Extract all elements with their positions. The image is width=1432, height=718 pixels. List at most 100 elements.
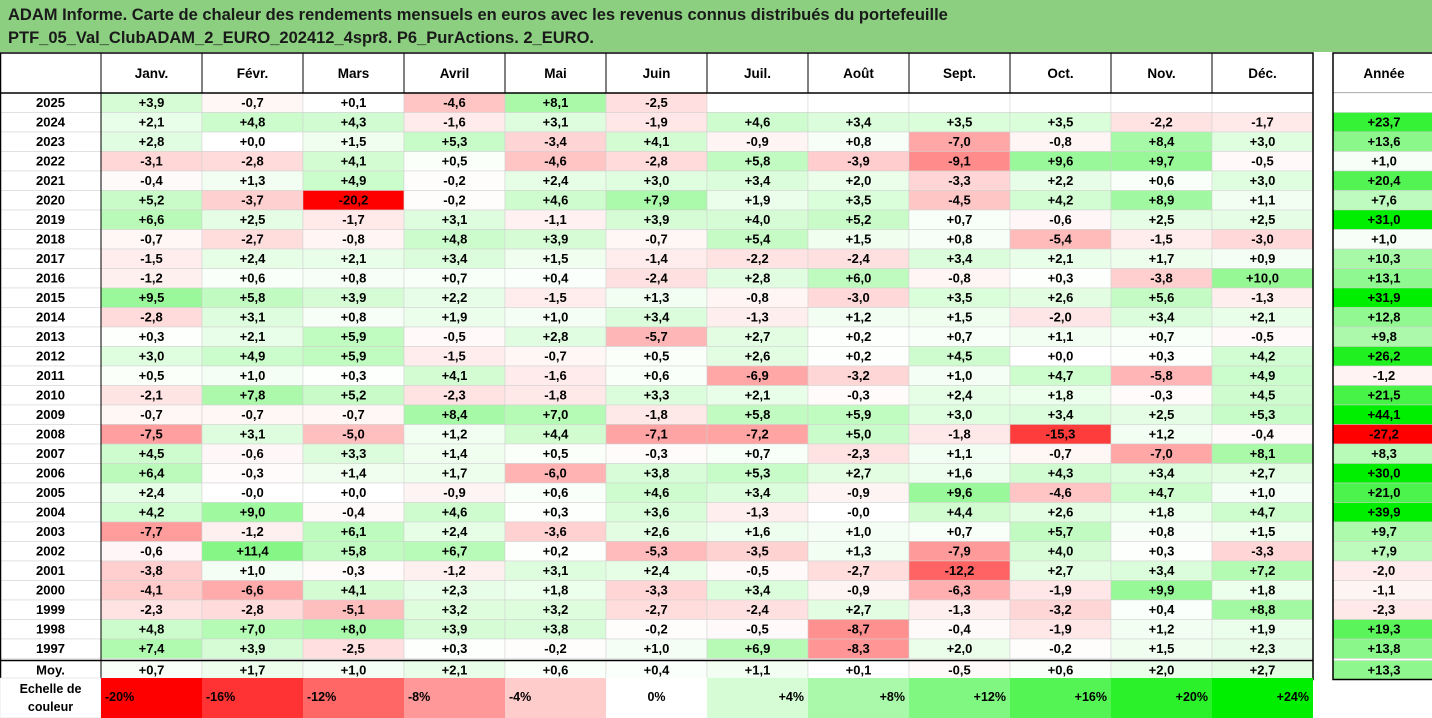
heatmap-cell-value: +0,7 bbox=[442, 271, 468, 286]
column-header-label: Oct. bbox=[1047, 66, 1073, 81]
color-scale-swatch bbox=[404, 678, 505, 718]
heatmap-cell-value: -0,7 bbox=[342, 407, 364, 422]
annual-header-label: Année bbox=[1363, 66, 1405, 81]
heatmap-cell-value: -3,3 bbox=[1251, 544, 1273, 559]
row-year-label: 1998 bbox=[36, 622, 65, 637]
heatmap-cell-value: -2,4 bbox=[847, 251, 870, 266]
heatmap-cell-value: +2,8 bbox=[745, 271, 771, 286]
heatmap-cell-value: +4,6 bbox=[543, 193, 569, 208]
annual-column-border bbox=[1332, 52, 1432, 681]
color-scale-stop-label: +12% bbox=[974, 690, 1006, 704]
heatmap-cell-value: -0,8 bbox=[342, 232, 364, 247]
heatmap-cell-value: -7,2 bbox=[746, 427, 768, 442]
heatmap-cell-value: +1,0 bbox=[1250, 485, 1276, 500]
annual-cell-value: -2,3 bbox=[1373, 602, 1395, 617]
heatmap-cell-value: +0,3 bbox=[139, 329, 165, 344]
average-cell-value: +1,7 bbox=[240, 663, 266, 678]
heatmap-cell-value: +3,4 bbox=[947, 251, 973, 266]
column-header-cell bbox=[201, 52, 304, 94]
heatmap-cell-value: -0,7 bbox=[140, 407, 162, 422]
heatmap-cell-value: -1,9 bbox=[1049, 583, 1071, 598]
heatmap-cell bbox=[1211, 92, 1314, 113]
heatmap-cell-value: +2,2 bbox=[1048, 173, 1074, 188]
heatmap-cell-value: +2,4 bbox=[644, 563, 670, 578]
heatmap-cell-value: -5,0 bbox=[342, 427, 364, 442]
heatmap-cell-value: -1,3 bbox=[1251, 290, 1273, 305]
heatmap-cell-value: +1,0 bbox=[644, 641, 670, 656]
heatmap-cell-value: -0,3 bbox=[342, 563, 364, 578]
heatmap-cell-value: +2,6 bbox=[644, 524, 670, 539]
color-scale-swatch bbox=[909, 678, 1010, 718]
heatmap-cell-value: +5,6 bbox=[1149, 290, 1175, 305]
heatmap-cell-value: +2,3 bbox=[442, 583, 468, 598]
column-header-label: Sept. bbox=[943, 66, 976, 81]
heatmap-cell-value: -1,2 bbox=[241, 524, 263, 539]
heatmap-cell-value: +3,1 bbox=[240, 427, 266, 442]
column-header-cell bbox=[504, 52, 607, 94]
heatmap-cell-value: +5,9 bbox=[846, 407, 872, 422]
heatmap-cell-value: +1,6 bbox=[745, 524, 771, 539]
heatmap-cell-value: +2,1 bbox=[240, 329, 266, 344]
heatmap-cell-value: +9,0 bbox=[240, 505, 266, 520]
heatmap-cell-value: +1,5 bbox=[1149, 641, 1175, 656]
heatmap-cell-value: +0,4 bbox=[543, 271, 569, 286]
heatmap-cell-value: +1,9 bbox=[1250, 622, 1276, 637]
heatmap-cell-value: -0,2 bbox=[544, 641, 566, 656]
heatmap-cell-value: +0,2 bbox=[543, 544, 569, 559]
heatmap-cell-value: -0,3 bbox=[241, 466, 263, 481]
heatmap-cell-value: +2,6 bbox=[1048, 290, 1074, 305]
heatmap-cell-value: +1,1 bbox=[947, 446, 973, 461]
heatmap-cell-value: +8,0 bbox=[341, 622, 367, 637]
annual-cell-value: -27,2 bbox=[1369, 427, 1399, 442]
heatmap-cell-value: +2,8 bbox=[139, 134, 165, 149]
heatmap-cell-value: -8,7 bbox=[847, 622, 869, 637]
heatmap-cell-value: +1,5 bbox=[1250, 524, 1276, 539]
average-cell-value: +0,7 bbox=[139, 663, 165, 678]
heatmap-cell-value: +3,4 bbox=[644, 310, 670, 325]
heatmap-cell-value: -2,2 bbox=[746, 251, 768, 266]
heatmap-cell-value: +0,1 bbox=[341, 95, 367, 110]
color-scale-swatch bbox=[1010, 678, 1111, 718]
column-header-label: Juil. bbox=[744, 66, 771, 81]
heatmap-cell-value: -2,1 bbox=[140, 388, 162, 403]
row-year-label: 2001 bbox=[36, 563, 65, 578]
heatmap-cell-value: +3,3 bbox=[341, 446, 367, 461]
annual-cell-value: +8,3 bbox=[1371, 446, 1397, 461]
heatmap-cell-value: +0,2 bbox=[846, 329, 872, 344]
heatmap-cell-value: +0,8 bbox=[1149, 524, 1175, 539]
heatmap-cell-value: +9,6 bbox=[947, 485, 973, 500]
heatmap-cell-value: -0,8 bbox=[948, 271, 970, 286]
heatmap-cell-value: +3,4 bbox=[745, 173, 771, 188]
heatmap-cell bbox=[908, 92, 1011, 113]
color-scale-stop-label: -4% bbox=[509, 690, 531, 704]
heatmap-cell-value: -2,8 bbox=[241, 602, 263, 617]
heatmap-cell-value: +4,5 bbox=[139, 446, 165, 461]
row-year-label: 2018 bbox=[36, 232, 65, 247]
heatmap-cell-value: +1,0 bbox=[240, 368, 266, 383]
heatmap-cell-value: -3,4 bbox=[544, 134, 567, 149]
heatmap-cell-value: +3,4 bbox=[745, 485, 771, 500]
heatmap-cell-value: +5,8 bbox=[341, 544, 367, 559]
heatmap-cell-value: -2,2 bbox=[1150, 115, 1172, 130]
row-year-label: 2020 bbox=[36, 193, 65, 208]
average-annual-value: +13,3 bbox=[1368, 663, 1401, 678]
heatmap-cell-value: +2,6 bbox=[1048, 505, 1074, 520]
heatmap-cell-value: +4,3 bbox=[341, 115, 367, 130]
heatmap-cell-value: -0,2 bbox=[645, 622, 667, 637]
annual-cell-value: +7,9 bbox=[1371, 544, 1397, 559]
color-scale-swatch bbox=[808, 678, 909, 718]
heatmap-cell-value: -5,8 bbox=[1150, 368, 1172, 383]
title-bar: ADAM Informe. Carte de chaleur des rende… bbox=[0, 0, 1432, 52]
heatmap-cell-value: -1,5 bbox=[140, 251, 162, 266]
heatmap-cell-value: -7,1 bbox=[645, 427, 667, 442]
heatmap-cell-value: +4,9 bbox=[1250, 368, 1276, 383]
row-year-label: 2007 bbox=[36, 446, 65, 461]
heatmap-cell-value: -1,8 bbox=[645, 407, 667, 422]
column-header-label: Févr. bbox=[237, 66, 269, 81]
heatmap-cell-value: -4,6 bbox=[443, 95, 465, 110]
heatmap-cell-value: +4,3 bbox=[1048, 466, 1074, 481]
heatmap-cell-value: -2,8 bbox=[645, 154, 667, 169]
heatmap-cell-value: -5,4 bbox=[1049, 232, 1072, 247]
heatmap-cell-value: +2,1 bbox=[1250, 310, 1276, 325]
heatmap-cell-value: +4,1 bbox=[341, 154, 367, 169]
